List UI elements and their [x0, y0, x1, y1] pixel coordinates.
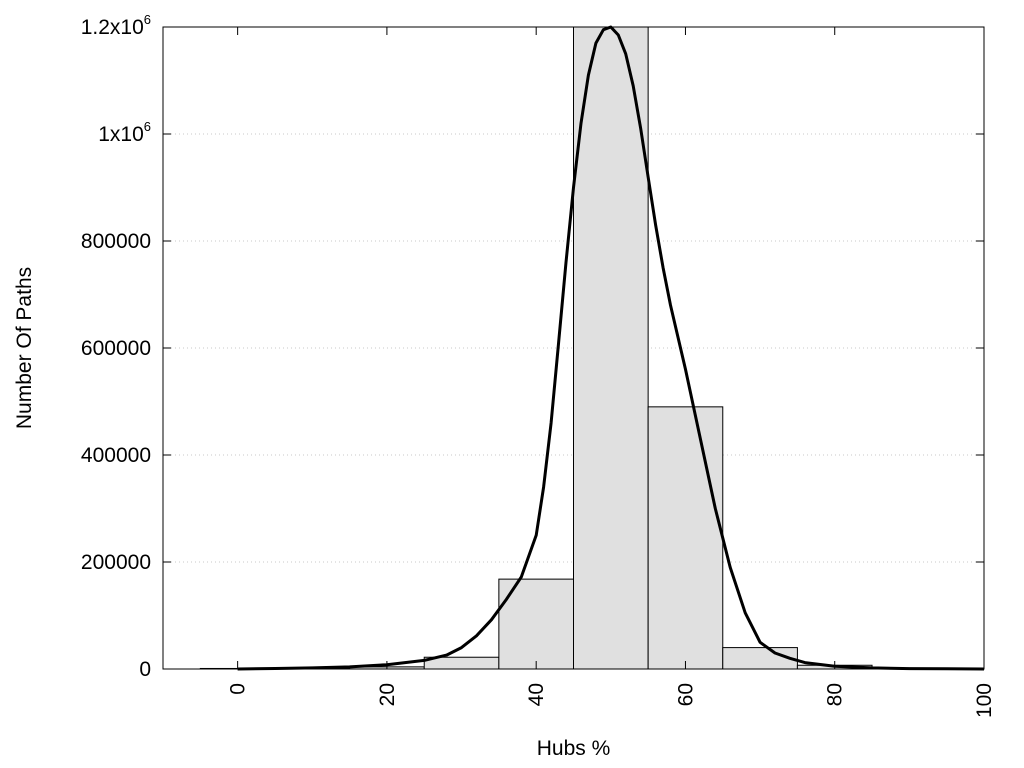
- y-tick-label-base: 1.2x10: [81, 16, 144, 39]
- x-tick-label: 20: [376, 683, 399, 706]
- y-tick-label: 0: [139, 658, 151, 681]
- y-tick-label: 400000: [81, 444, 151, 467]
- gridlines: [163, 133, 984, 563]
- x-tick-label: 100: [973, 683, 996, 718]
- histogram-bars: [199, 26, 985, 670]
- y-tick-label: 200000: [81, 551, 151, 574]
- y-tick-label: 800000: [81, 230, 151, 253]
- y-tick-label-base: 1x10: [98, 123, 144, 146]
- histogram-bar: [573, 26, 649, 670]
- y-tick-label-exponent: 6: [144, 119, 151, 134]
- x-tick-label: 80: [824, 683, 847, 706]
- y-tick-label-base: 200000: [81, 551, 151, 574]
- x-tick-label: 60: [674, 683, 697, 706]
- y-tick-label: 1.2x106: [81, 12, 151, 39]
- histogram-bar: [647, 406, 724, 670]
- x-axis-title: Hubs %: [537, 737, 611, 760]
- y-tick-label: 600000: [81, 337, 151, 360]
- y-tick-label-base: 800000: [81, 230, 151, 253]
- y-tick-label-exponent: 6: [144, 12, 151, 27]
- y-tick-label-base: 600000: [81, 337, 151, 360]
- x-tick-label: 0: [227, 683, 250, 695]
- y-tick-label: 1x106: [98, 119, 151, 146]
- x-tick-label: 40: [525, 683, 548, 706]
- y-tick-label-base: 400000: [81, 444, 151, 467]
- y-axis-title: Number Of Paths: [13, 267, 36, 429]
- y-tick-label-base: 0: [139, 658, 151, 681]
